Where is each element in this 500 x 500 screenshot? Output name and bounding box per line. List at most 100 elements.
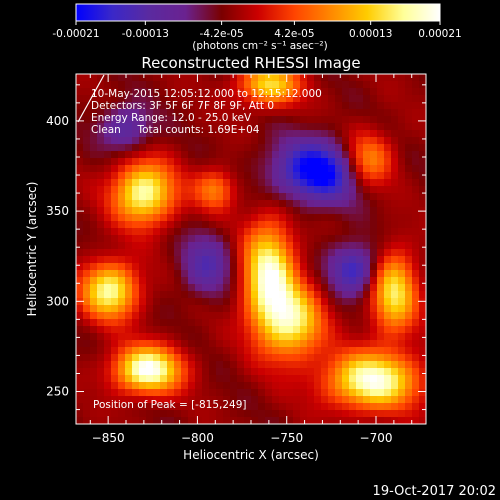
heatmap-cell [230, 109, 238, 117]
heatmap-cell [104, 172, 112, 180]
heatmap-cell [279, 396, 287, 404]
heatmap-cell [202, 186, 210, 194]
heatmap-cell [167, 214, 175, 222]
heatmap-cell [76, 354, 84, 362]
heatmap-cell [118, 410, 126, 418]
heatmap-cell [279, 193, 287, 201]
heatmap-cell [167, 207, 175, 215]
heatmap-cell [153, 165, 161, 173]
heatmap-cell [223, 116, 231, 124]
heatmap-cell [83, 151, 91, 159]
heatmap-cell [328, 200, 336, 208]
heatmap-cell [356, 326, 364, 334]
heatmap-cell [300, 263, 308, 271]
heatmap-cell [216, 263, 224, 271]
heatmap-cell [363, 74, 371, 82]
heatmap-cell [97, 81, 105, 89]
heatmap-cell [307, 186, 315, 194]
heatmap-cell [412, 277, 420, 285]
heatmap-cell [405, 207, 413, 215]
heatmap-cell [321, 389, 329, 397]
heatmap-cell [167, 109, 175, 117]
heatmap-cell [398, 158, 406, 166]
heatmap-cell [286, 207, 294, 215]
heatmap-cell [132, 165, 140, 173]
heatmap-cell [412, 361, 420, 369]
heatmap-cell [90, 172, 98, 180]
heatmap-cell [370, 312, 378, 320]
heatmap-cell [202, 347, 210, 355]
heatmap-cell [279, 284, 287, 292]
heatmap-cell [300, 361, 308, 369]
heatmap-cell [279, 228, 287, 236]
heatmap-cell [118, 214, 126, 222]
heatmap-cell [293, 417, 301, 424]
heatmap-cell [349, 389, 357, 397]
heatmap-cell [342, 221, 350, 229]
heatmap-cell [405, 144, 413, 152]
heatmap-cell [195, 319, 203, 327]
heatmap-cell [181, 109, 189, 117]
heatmap-cell [349, 102, 357, 110]
heatmap-cell [230, 340, 238, 348]
heatmap-cell [405, 354, 413, 362]
heatmap-cell [335, 186, 343, 194]
heatmap-cell [125, 158, 133, 166]
heatmap-cell [377, 95, 385, 103]
heatmap-cell [83, 403, 91, 411]
heatmap-cell [293, 130, 301, 138]
heatmap-cell [363, 410, 371, 418]
heatmap-cell [370, 382, 378, 390]
heatmap-cell [286, 305, 294, 313]
heatmap-cell [356, 382, 364, 390]
heatmap-cell [377, 214, 385, 222]
heatmap-cell [237, 102, 245, 110]
heatmap-cell [160, 410, 168, 418]
heatmap-cell [398, 249, 406, 257]
heatmap-cell [202, 396, 210, 404]
heatmap-cell [188, 340, 196, 348]
heatmap-cell [321, 263, 329, 271]
heatmap-cell [76, 249, 84, 257]
heatmap-cell [118, 207, 126, 215]
heatmap-cell [398, 130, 406, 138]
heatmap-cell [419, 95, 426, 103]
heatmap-cell [76, 172, 84, 180]
heatmap-cell [209, 403, 217, 411]
heatmap-cell [97, 263, 105, 271]
heatmap-cell [307, 151, 315, 159]
heatmap-cell [223, 312, 231, 320]
heatmap-cell [111, 179, 119, 187]
heatmap-cell [90, 291, 98, 299]
heatmap-cell [76, 235, 84, 243]
heatmap-cell [202, 74, 210, 82]
heatmap-cell [181, 263, 189, 271]
heatmap-cell [384, 319, 392, 327]
heatmap-cell [181, 137, 189, 145]
heatmap-cell [76, 256, 84, 264]
heatmap-cell [307, 81, 315, 89]
heatmap-cell [118, 109, 126, 117]
heatmap-cell [153, 410, 161, 418]
heatmap-cell [398, 403, 406, 411]
heatmap-cell [398, 102, 406, 110]
heatmap-cell [118, 200, 126, 208]
heatmap-cell [398, 137, 406, 145]
heatmap-cell [195, 207, 203, 215]
heatmap-cell [405, 368, 413, 376]
heatmap-cell [384, 361, 392, 369]
heatmap-cell [314, 417, 322, 424]
heatmap-cell [370, 130, 378, 138]
heatmap-cell [223, 256, 231, 264]
heatmap-cell [356, 242, 364, 250]
heatmap-cell [391, 172, 399, 180]
heatmap-cell [279, 410, 287, 418]
heatmap-cell [419, 361, 426, 369]
heatmap-cell [139, 326, 147, 334]
heatmap-cell [258, 403, 266, 411]
heatmap-cell [405, 109, 413, 117]
heatmap-cell [342, 116, 350, 124]
heatmap-cell [314, 389, 322, 397]
heatmap-cell [286, 340, 294, 348]
heatmap-cell [307, 144, 315, 152]
